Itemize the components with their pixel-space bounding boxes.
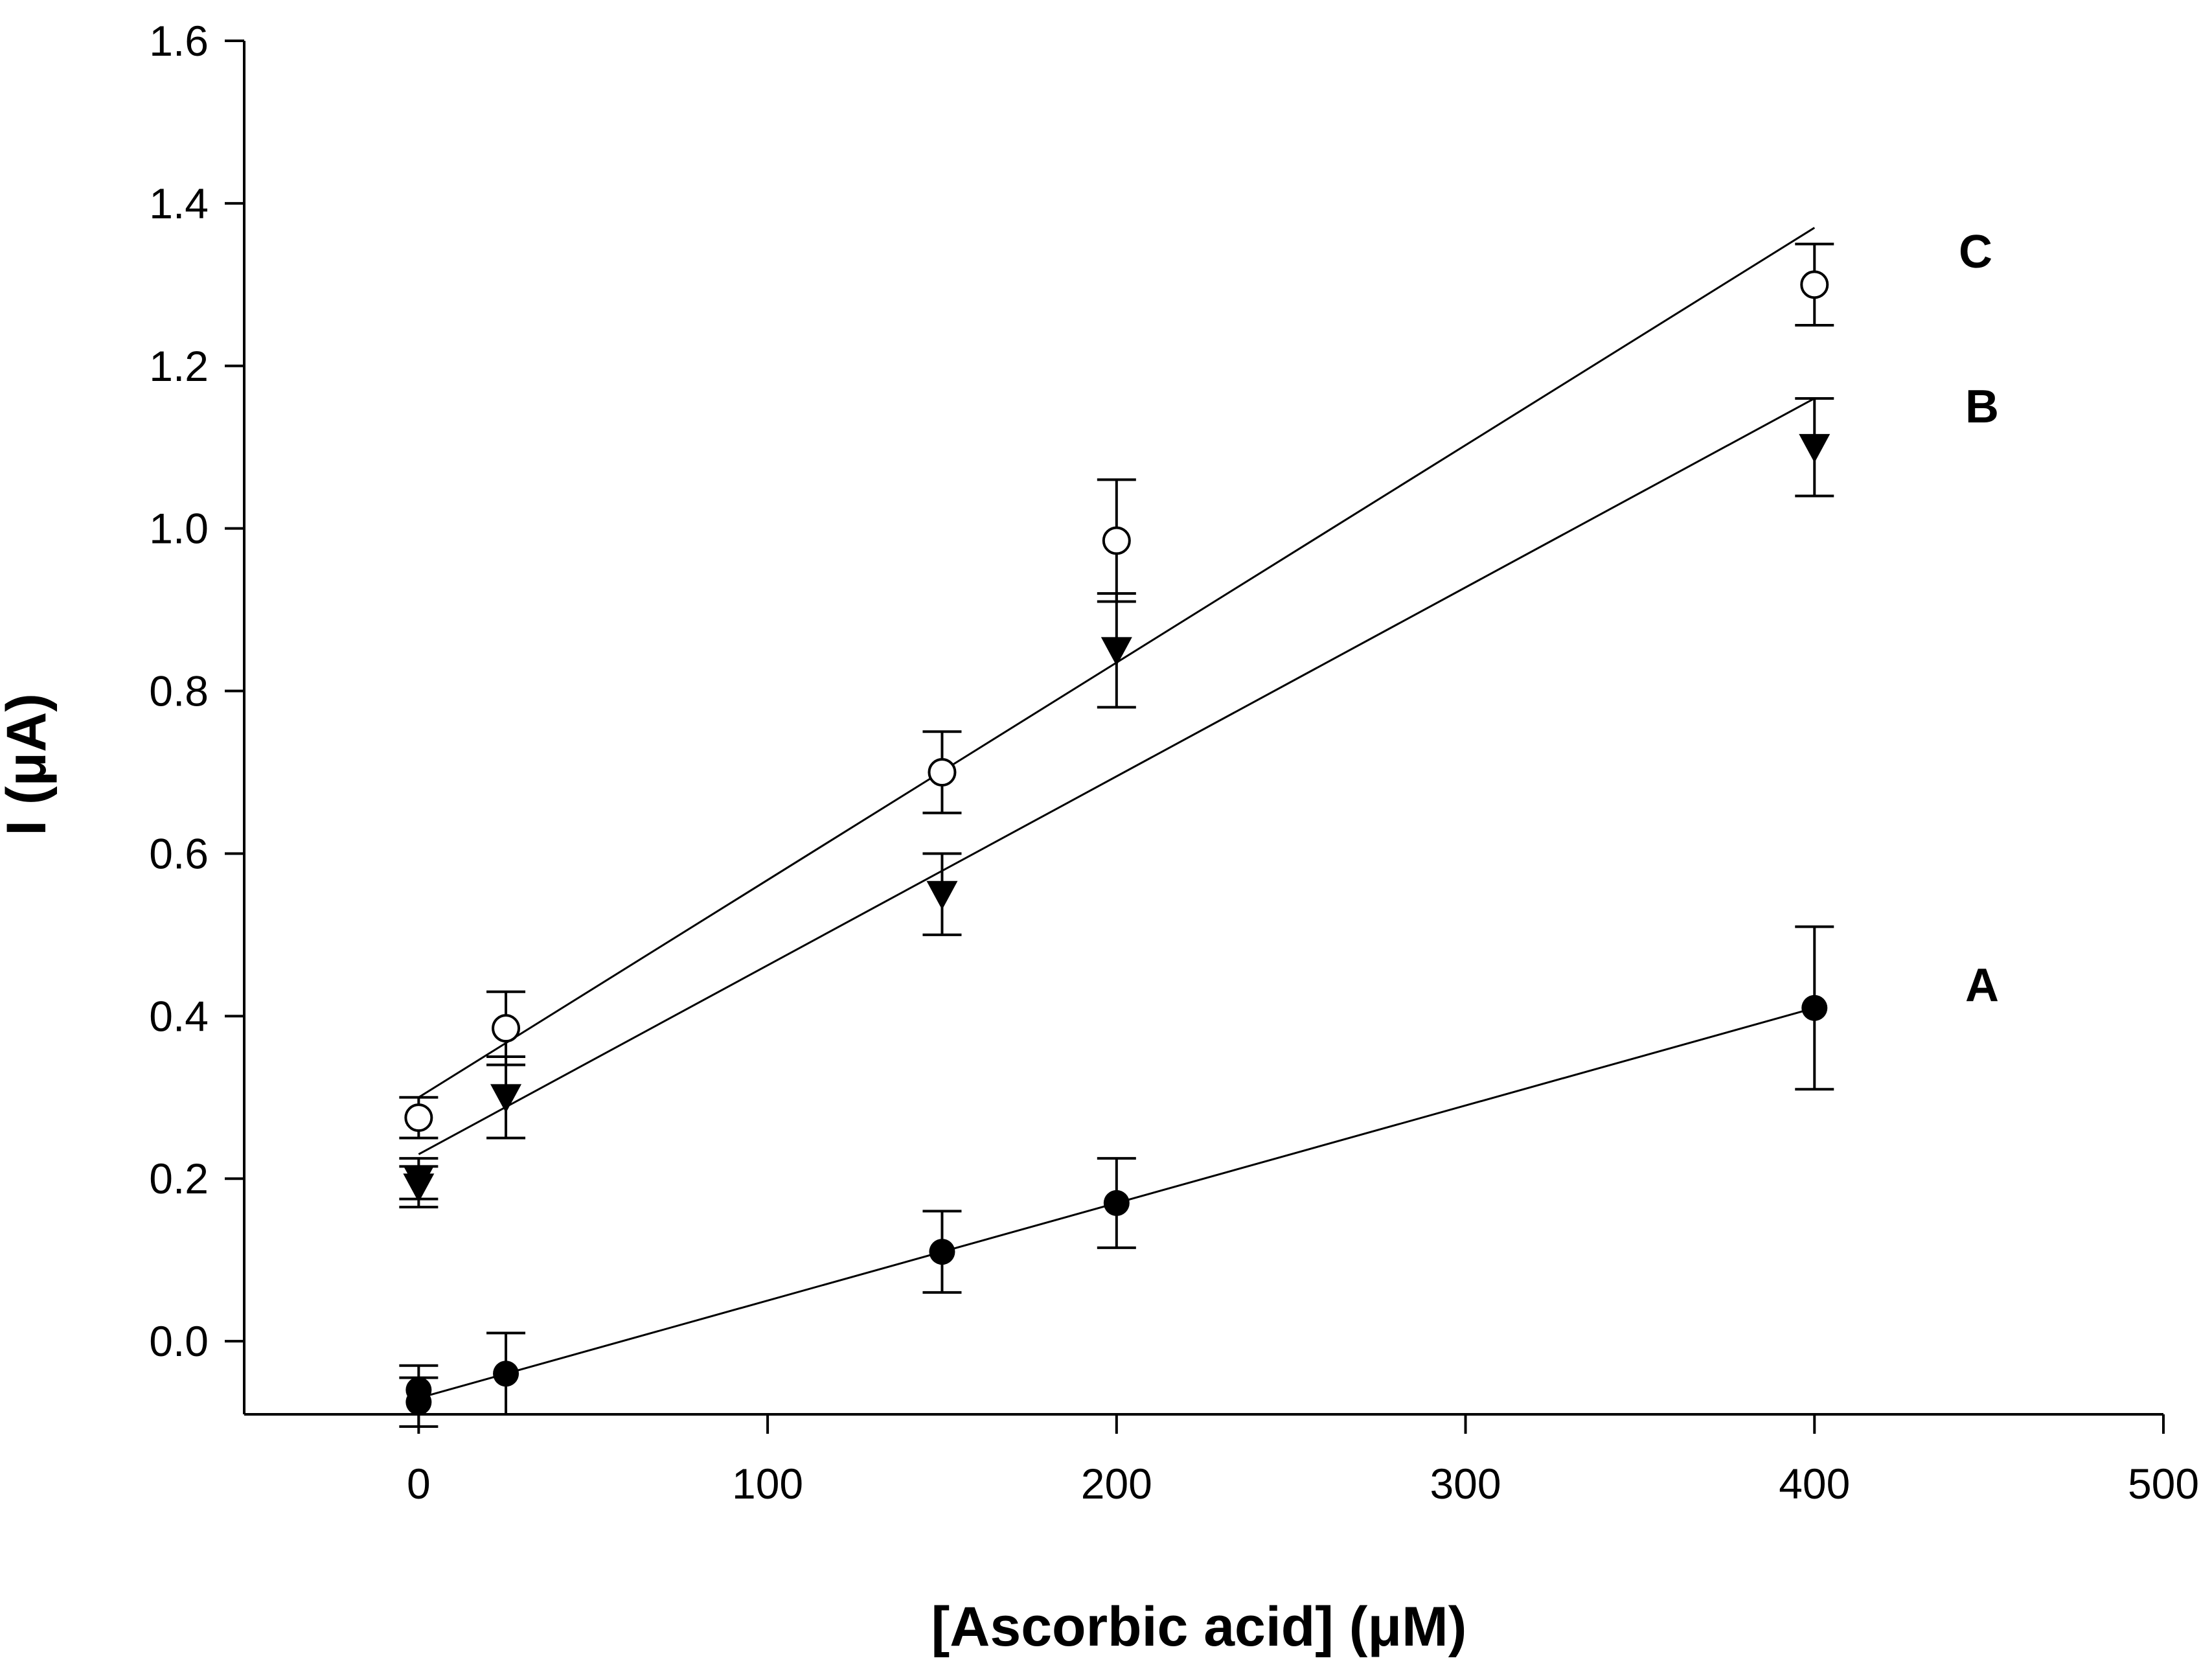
y-tick-label: 1.0 — [149, 505, 209, 553]
point-a — [405, 1389, 432, 1416]
axes: 0.0 0.2 0.4 0.6 0.8 1.0 1.2 1.4 1.6 0 100 200 300 400… — [149, 17, 2199, 1508]
data-markers — [403, 270, 1830, 1416]
series-label-c: C — [1959, 226, 1992, 278]
point-c — [1102, 526, 1131, 555]
point-b — [1100, 637, 1132, 666]
y-tick-label: 1.2 — [149, 342, 209, 390]
y-tick-label: 0.0 — [149, 1317, 209, 1365]
point-b — [403, 1165, 435, 1195]
point-a — [929, 1239, 955, 1265]
x-tick-label: 300 — [1430, 1460, 1501, 1508]
point-b — [926, 880, 958, 910]
y-tick-label: 1.4 — [149, 179, 209, 227]
y-tick-label: 0.8 — [149, 667, 209, 715]
series-labels: A B C — [1959, 226, 1999, 1011]
series-label-a: A — [1965, 960, 1999, 1011]
y-tick-label: 0.4 — [149, 992, 209, 1040]
series-label-b: B — [1965, 381, 1999, 433]
point-a — [1103, 1190, 1130, 1216]
x-tick-label: 400 — [1779, 1460, 1850, 1508]
point-c — [404, 1103, 433, 1132]
point-a — [1801, 994, 1828, 1021]
x-tick-label: 500 — [2128, 1460, 2199, 1508]
fit-line-b — [418, 397, 1815, 1155]
point-b — [490, 1084, 522, 1113]
point-c — [1800, 270, 1829, 299]
x-tick-label: 0 — [407, 1460, 431, 1508]
x-tick-label: 200 — [1081, 1460, 1152, 1508]
x-tick-label: 100 — [732, 1460, 803, 1508]
error-bars — [399, 242, 1834, 1428]
y-tick-label: 0.2 — [149, 1155, 209, 1202]
y-axis-title: I (μA) — [0, 693, 58, 836]
y-tick-label: 0.6 — [149, 829, 209, 877]
y-tick-label: 1.6 — [149, 17, 209, 65]
point-c — [492, 1014, 521, 1043]
point-b — [1799, 433, 1830, 463]
point-c — [928, 757, 957, 787]
point-a — [493, 1361, 519, 1387]
x-axis-title: [Ascorbic acid] (μM) — [931, 1596, 1467, 1658]
